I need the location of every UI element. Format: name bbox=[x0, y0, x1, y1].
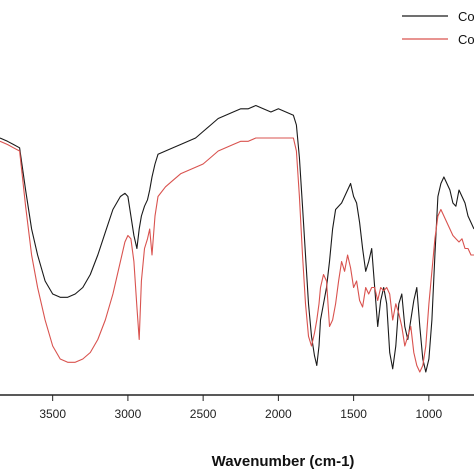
x-axis-title: Wavenumber (cm-1) bbox=[212, 453, 355, 470]
series-line-2 bbox=[0, 137, 474, 373]
x-tick-label-1500: 1500 bbox=[340, 407, 367, 421]
legend: Co Co bbox=[402, 9, 474, 47]
x-tick-label-1000: 1000 bbox=[416, 407, 443, 421]
x-tick-label-2000: 2000 bbox=[265, 407, 292, 421]
series-line-1 bbox=[0, 104, 474, 373]
plot-area bbox=[0, 104, 474, 373]
x-tick-label-3500: 3500 bbox=[39, 407, 66, 421]
legend-label-series-1: Co bbox=[458, 9, 474, 24]
x-axis-ticks: 3500 3000 2500 2000 1500 1000 bbox=[39, 395, 443, 421]
x-tick-label-2500: 2500 bbox=[190, 407, 217, 421]
legend-label-series-2: Co bbox=[458, 32, 474, 47]
x-tick-label-3000: 3000 bbox=[115, 407, 142, 421]
